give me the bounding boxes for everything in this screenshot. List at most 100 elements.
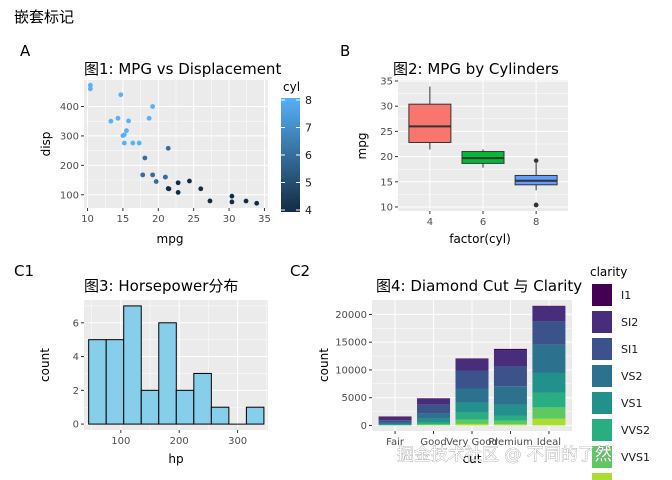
legend-title: cyl — [283, 80, 300, 94]
bar-segment — [532, 392, 566, 408]
bar-segment — [455, 423, 489, 426]
chart-title: 图1: MPG vs Displacement — [84, 60, 281, 78]
legend-swatch — [592, 392, 612, 414]
stacked-bars — [378, 305, 566, 426]
data-point — [162, 174, 168, 180]
y-tick-label: 10 — [380, 202, 393, 213]
y-tick-label: 15 — [380, 177, 393, 188]
x-tick-label: 6 — [480, 217, 486, 228]
bar-segment — [417, 398, 451, 405]
y-axis-label: count — [317, 348, 331, 382]
legend-label: SI1 — [621, 343, 638, 356]
y-tick-label: 10000 — [335, 365, 367, 376]
y-tick-label: 2 — [73, 386, 79, 397]
legend-swatch — [592, 446, 612, 468]
legend-label: SI2 — [621, 316, 638, 329]
chart-title: 图4: Diamond Cut 与 Clarity — [376, 277, 582, 295]
histogram-bar — [245, 406, 265, 425]
y-axis-label: count — [38, 348, 52, 382]
bar-segment — [378, 422, 412, 424]
bar-segment — [532, 418, 566, 426]
bar-segment — [493, 404, 527, 416]
bar-segment — [417, 404, 451, 414]
x-tick-label: 4 — [427, 217, 433, 228]
chart-title: 图3: Horsepower分布 — [84, 277, 238, 295]
watermark: 掘金技术社区 @ 不同的了然 — [397, 445, 612, 465]
chart-horsepower-distribution: 100 200 300 0 2 4 6 图3: Horsepower分布 hp count — [38, 277, 268, 466]
bar-segment — [417, 422, 451, 425]
data-point — [118, 92, 124, 98]
x-tick-label: Fair — [386, 437, 405, 448]
data-point — [229, 199, 235, 205]
chart-diamond-cut-clarity: 0 5000 10000 15000 20000 Fair Good Very GoodPre… — [317, 265, 650, 480]
panel-tag-c1: C1 — [14, 262, 34, 280]
y-tick-label: 5000 — [342, 393, 367, 404]
histogram-bar — [140, 389, 160, 425]
panel-tag-c2: C2 — [290, 262, 310, 280]
bar-segment — [417, 413, 451, 419]
y-tick-label: 30 — [380, 102, 393, 113]
y-tick-label: 400 — [60, 102, 79, 113]
data-point — [198, 186, 204, 192]
box-plots — [408, 86, 558, 208]
data-point — [243, 198, 249, 204]
colorbar-label: 4 — [305, 204, 312, 217]
x-axis-label: cut — [463, 452, 482, 466]
data-point — [229, 193, 235, 199]
y-tick-label: 0 — [73, 420, 79, 431]
histogram-bar — [193, 372, 212, 425]
legend-label: IF — [621, 478, 631, 480]
bar-segment — [455, 358, 489, 371]
axis-ticks: 100 200 300 0 2 4 6 — [73, 318, 248, 447]
legend-swatch — [592, 338, 612, 360]
clarity-legend: I1 SI2 SI1 VS2 VS1 VVS2 VVS1 IF — [592, 284, 650, 480]
x-tick-label: 15 — [117, 214, 130, 225]
data-point — [115, 115, 121, 121]
legend-label: VS1 — [621, 397, 643, 410]
histogram-bar — [105, 339, 125, 425]
legend-swatch — [592, 473, 612, 480]
legend-swatch — [592, 284, 612, 306]
x-tick-label: 10 — [81, 214, 94, 225]
data-point — [150, 104, 156, 109]
bar-segment — [417, 398, 451, 399]
bar-segment — [455, 370, 489, 389]
y-axis-label: mpg — [355, 133, 369, 160]
x-tick-label: 30 — [223, 214, 236, 225]
chart-mpg-vs-displacement: 10 15 20 25 30 35 100 200 300 400 图1: MPG vs Disp… — [39, 60, 312, 246]
data-point — [124, 128, 129, 134]
bar-segment — [532, 306, 566, 322]
bar-segment — [378, 420, 412, 423]
data-point — [108, 118, 114, 124]
y-tick-label: 20000 — [335, 310, 367, 321]
y-tick-label: 100 — [60, 190, 79, 201]
y-tick-label: 300 — [60, 131, 79, 142]
legend-label: I1 — [621, 289, 631, 302]
data-point — [140, 172, 146, 178]
data-point — [121, 140, 127, 146]
x-tick-label: 200 — [170, 436, 189, 447]
axis-ticks: 0 5000 10000 15000 20000 Fair Good Very GoodPre… — [335, 310, 561, 448]
histogram-bar — [88, 339, 107, 425]
colorbar-label: 8 — [305, 94, 312, 107]
y-tick-label: 200 — [60, 161, 79, 172]
chart-mpg-by-cylinders: 10 15 20 25 30 35 4 6 8 图2: MPG by Cylinders fac… — [355, 60, 568, 246]
axis-ticks: 10 15 20 25 30 35 4 6 8 — [380, 77, 539, 228]
colorbar-label: 6 — [305, 149, 312, 162]
histogram-bar — [210, 406, 230, 425]
data-point — [165, 186, 171, 191]
x-tick-label: 100 — [111, 436, 130, 447]
legend-label: VVS1 — [621, 451, 650, 464]
panel-tag-a: A — [20, 42, 31, 60]
legend-label: VVS2 — [621, 424, 650, 437]
bar-segment — [493, 424, 527, 426]
bar-segment — [378, 416, 412, 418]
bar-segment — [493, 415, 527, 421]
x-tick-label: Ideal — [537, 437, 561, 448]
legend-swatch — [592, 419, 612, 441]
bar-segment — [493, 386, 527, 405]
legend-swatch — [592, 311, 612, 333]
colorbar-label: 5 — [305, 177, 312, 190]
outlier-point — [533, 202, 539, 208]
x-tick-label: 20 — [152, 214, 165, 225]
